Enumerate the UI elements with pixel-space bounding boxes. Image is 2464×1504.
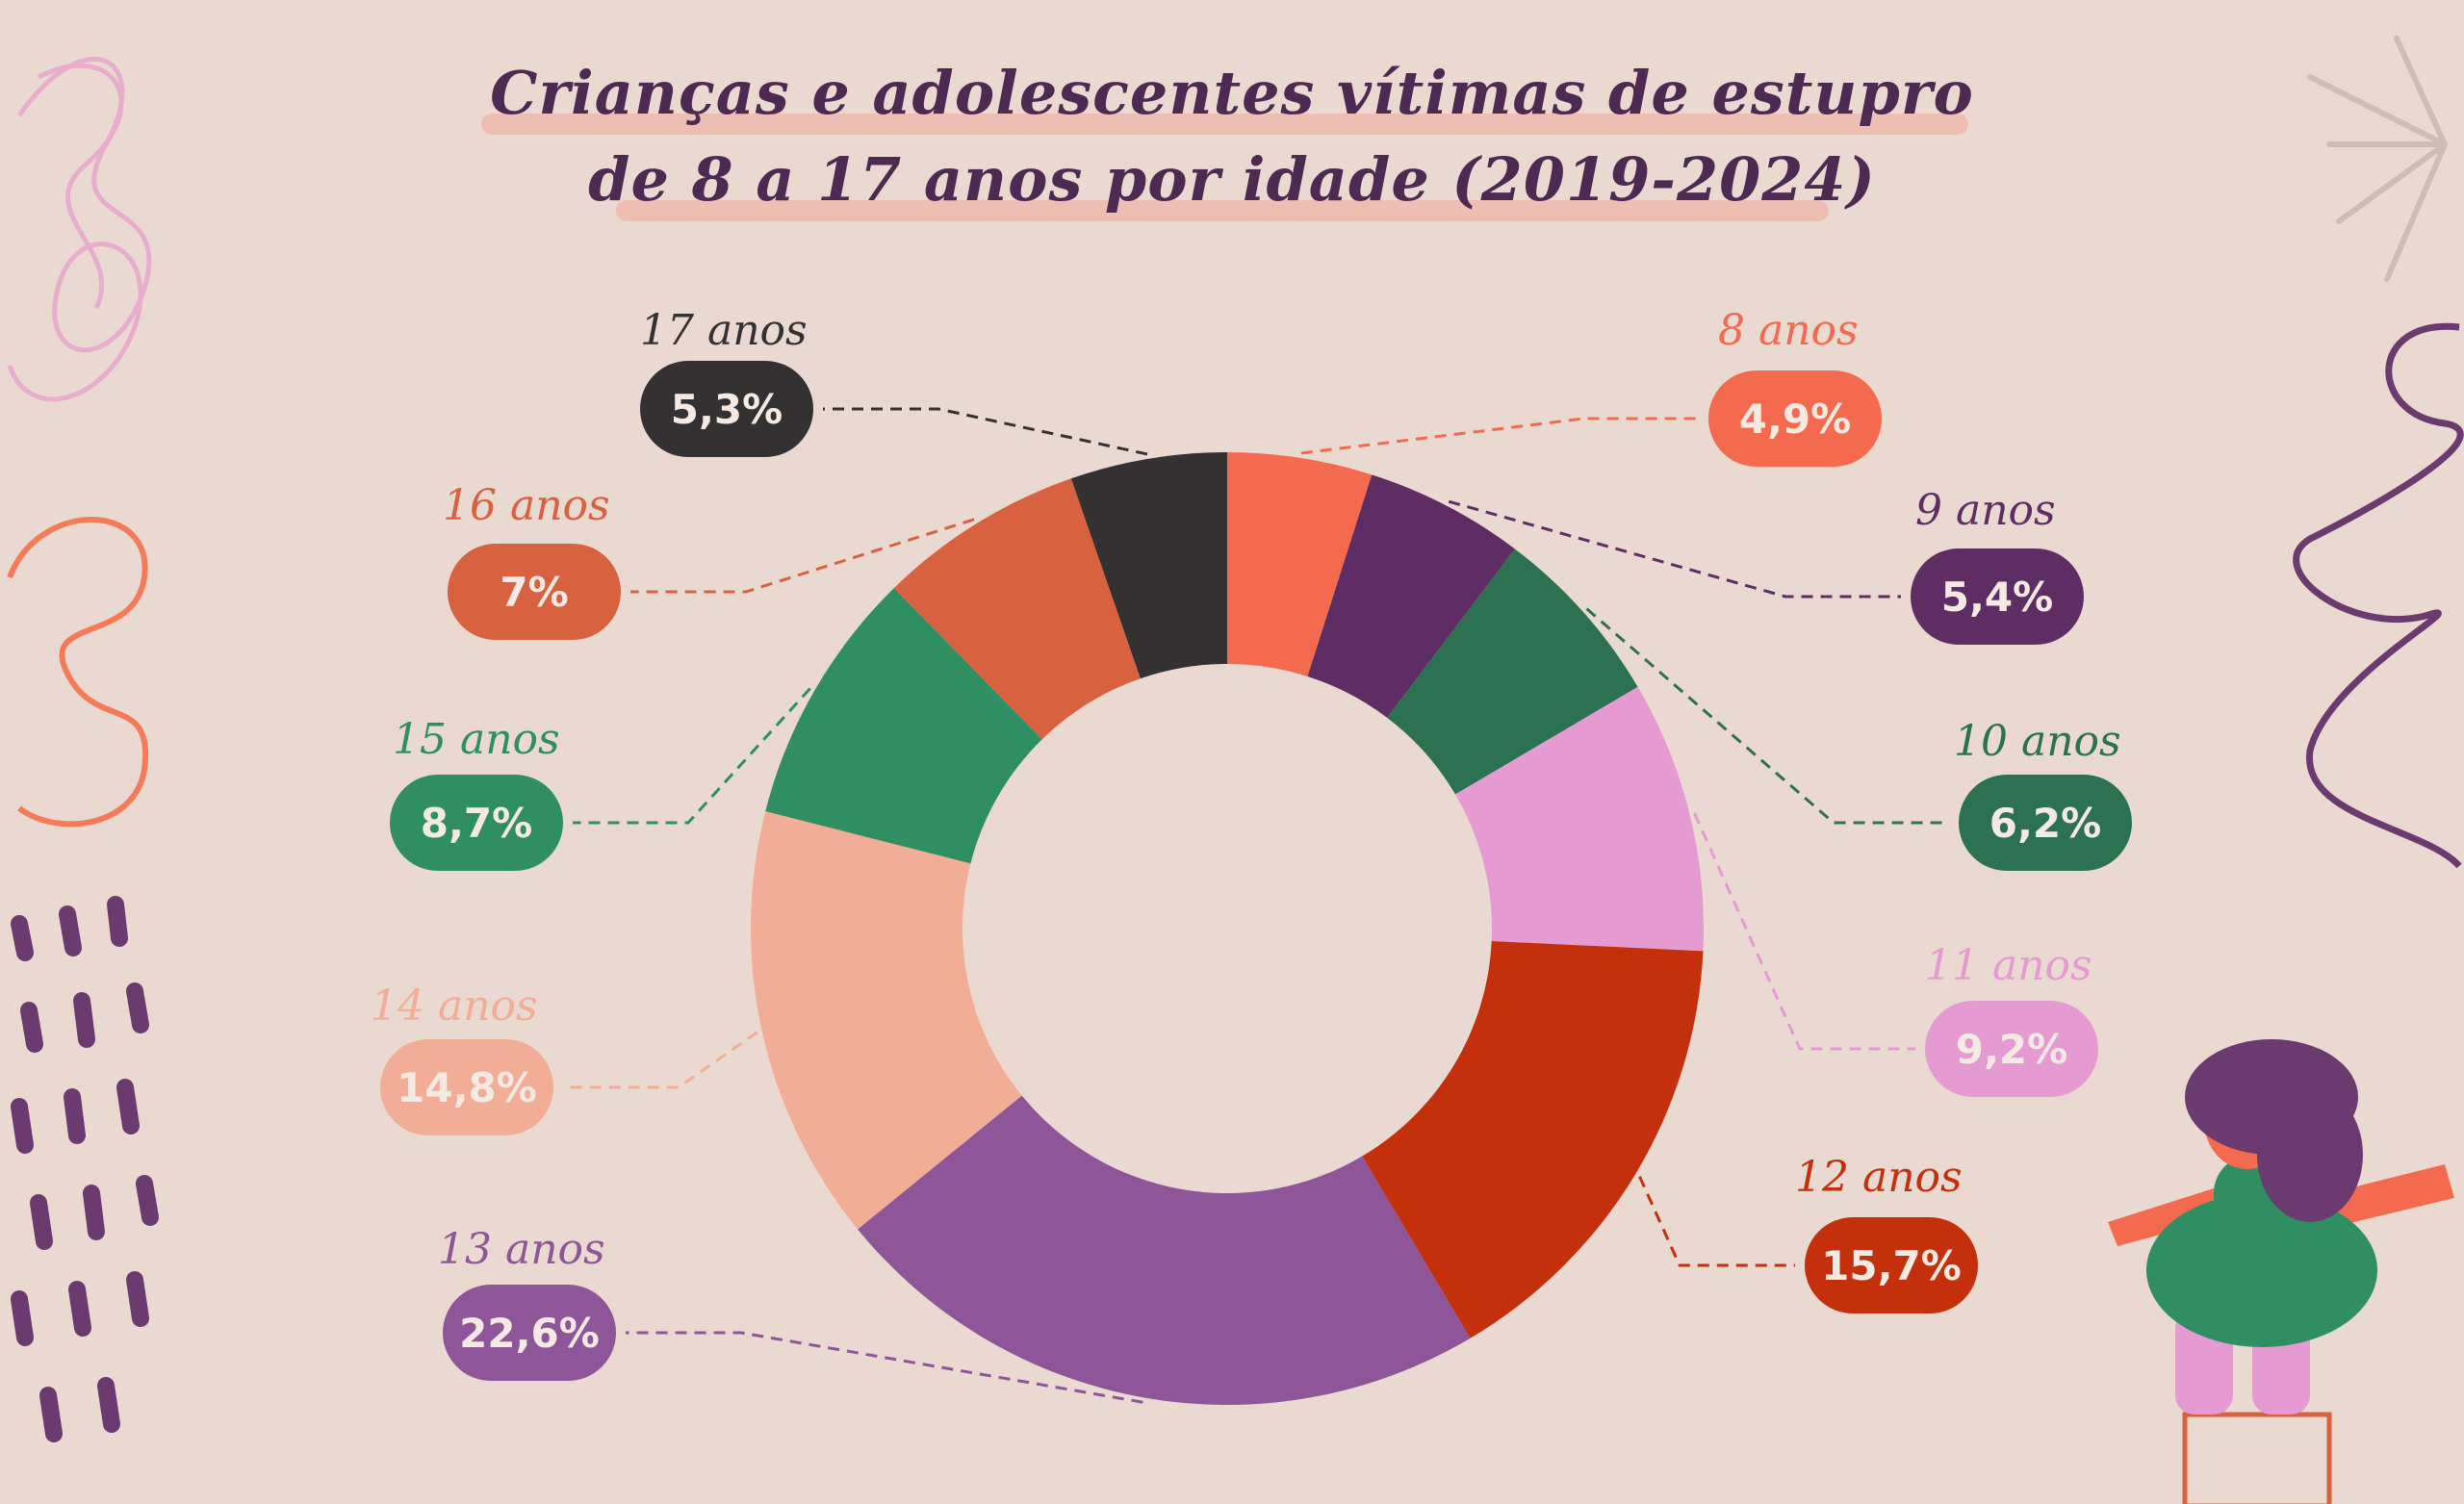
category-label: 17 anos	[640, 306, 808, 355]
leader-line	[823, 407, 1148, 456]
girl-illustration-icon	[2108, 1039, 2454, 1504]
donut-slice	[1362, 940, 1704, 1338]
chart-title-line-2: de 8 a 17 anos por idade (2019-2024)	[588, 144, 1876, 215]
category-label: 12 anos	[1795, 1153, 1963, 1202]
purple-dashes-icon	[11, 896, 159, 1442]
leader-line	[626, 1331, 1143, 1404]
leader-line	[1693, 812, 1915, 1051]
beige-burst-icon	[2307, 36, 2448, 282]
value-label: 4,9%	[1708, 370, 1882, 467]
value-label: 6,2%	[1959, 775, 2132, 871]
donut-slice	[765, 588, 1042, 864]
donut-slice	[1070, 452, 1227, 679]
value-label: 5,4%	[1911, 548, 2084, 645]
orange-scribble-icon	[7, 517, 149, 828]
value-label: 8,7%	[390, 775, 563, 871]
value-label: 7%	[448, 544, 621, 640]
category-label: 8 anos	[1718, 306, 1859, 355]
donut-slice	[893, 478, 1141, 740]
chart-title-line-1: Crianças e adolescentes vítimas de estup…	[490, 58, 1974, 128]
category-label: 13 anos	[438, 1225, 605, 1274]
donut-slice	[750, 811, 1022, 1230]
category-label: 9 anos	[1915, 486, 2056, 535]
purple-scribble-icon	[2293, 322, 2464, 869]
donut-slice	[1227, 452, 1373, 676]
leader-line	[1300, 417, 1699, 455]
title-highlight	[616, 200, 1829, 221]
leader-line	[563, 1031, 758, 1089]
category-label: 16 anos	[443, 481, 610, 530]
category-label: 10 anos	[1954, 717, 2121, 766]
leader-line	[1638, 1176, 1795, 1267]
value-label: 9,2%	[1925, 1001, 2098, 1097]
category-label: 14 anos	[371, 981, 538, 1031]
title-highlight	[481, 114, 1968, 135]
donut-slice	[1307, 474, 1515, 718]
value-label: 5,3%	[640, 361, 813, 457]
donut-slice	[1387, 548, 1638, 795]
pink-scribble-icon	[7, 57, 152, 402]
leader-line	[1448, 499, 1901, 599]
leader-line	[573, 687, 811, 825]
category-label: 15 anos	[393, 715, 560, 764]
donut-slice	[1454, 686, 1704, 952]
value-label: 22,6%	[443, 1285, 616, 1381]
value-label: 14,8%	[380, 1039, 553, 1135]
category-label: 11 anos	[1925, 941, 2092, 990]
leader-line	[630, 518, 975, 594]
value-label: 15,7%	[1805, 1217, 1978, 1313]
donut-slice	[858, 1095, 1471, 1405]
